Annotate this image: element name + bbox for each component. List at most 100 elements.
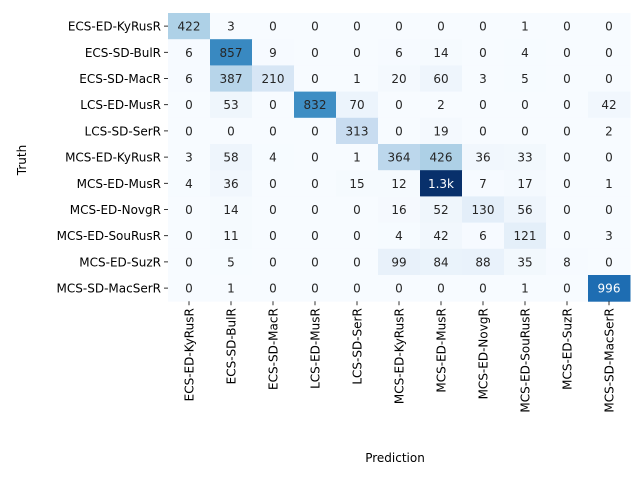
cell-value-label: 0 (605, 151, 613, 165)
heatmap-cell (462, 248, 505, 276)
heatmap-cell (378, 144, 421, 171)
heatmap-cell (546, 222, 589, 250)
cell-value-label: 6 (395, 46, 403, 60)
heatmap-cell (462, 196, 505, 224)
y-tick-label: ECS-SD-BulR (85, 46, 161, 60)
heatmap-cell (546, 91, 589, 119)
cell-value-label: 0 (353, 282, 361, 296)
cell-value-label: 0 (479, 282, 487, 296)
cell-value-label: 0 (185, 282, 193, 296)
heatmap-cell (336, 196, 379, 224)
x-tick-label: MCS-ED-MusR (435, 308, 449, 392)
heatmap-cell (420, 196, 463, 224)
cell-value-label: 0 (395, 282, 403, 296)
heatmap-cell (168, 117, 211, 145)
heatmap-cell (168, 39, 211, 66)
heatmap-cell (420, 275, 463, 302)
y-tick-label: ECS-ED-KyRusR (68, 20, 161, 34)
heatmap-cell (294, 248, 337, 276)
cell-value-label: 4 (269, 151, 277, 165)
cell-value-label: 0 (521, 124, 529, 138)
cell-value-label: 6 (479, 229, 487, 243)
cell-value-label: 3 (227, 20, 235, 34)
heatmap-cell (588, 117, 631, 145)
y-axis-label: Truth (15, 145, 29, 176)
x-tick-label: MCS-ED-SouRusR (519, 308, 533, 412)
heatmap-cell (462, 144, 505, 171)
heatmap-cell (378, 117, 421, 145)
cell-value-label: 0 (269, 124, 277, 138)
heatmap-cell (420, 13, 463, 40)
heatmap-cell (420, 248, 463, 276)
cell-value-label: 0 (185, 255, 193, 269)
cell-value-label: 0 (563, 72, 571, 86)
cell-value-label: 0 (563, 124, 571, 138)
cell-value-label: 99 (391, 255, 406, 269)
cell-value-label: 0 (185, 98, 193, 112)
cell-value-label: 36 (475, 151, 490, 165)
heatmap-cell (294, 196, 337, 224)
heatmap-cell (336, 39, 379, 66)
y-tick-label: LCS-SD-SerR (85, 124, 161, 138)
cell-value-label: 58 (223, 151, 238, 165)
heatmap-cell (462, 91, 505, 119)
cell-value-label: 5 (227, 255, 235, 269)
cell-value-label: 0 (353, 46, 361, 60)
x-tick-label: MCS-ED-KyRusR (393, 308, 407, 404)
heatmap-cell (378, 248, 421, 276)
cell-value-label: 0 (563, 46, 571, 60)
heatmap-cell (504, 144, 547, 171)
heatmap-cell (336, 65, 379, 93)
heatmap-cell (294, 275, 337, 302)
cell-value-label: 364 (388, 151, 411, 165)
heatmap-cell (546, 275, 589, 302)
cell-value-label: 9 (269, 46, 277, 60)
cell-value-label: 33 (517, 151, 532, 165)
cell-value-label: 1 (353, 72, 361, 86)
cell-value-label: 0 (269, 203, 277, 217)
heatmap-cell (504, 91, 547, 119)
heatmap-cell (504, 170, 547, 197)
heatmap-cell (546, 144, 589, 171)
cell-value-label: 14 (433, 46, 448, 60)
heatmap-cell (588, 39, 631, 66)
cell-value-label: 56 (517, 203, 532, 217)
x-tick-label: ECS-SD-MacR (267, 308, 281, 390)
heatmap-cells: 422 3 0 0 0 0 0 0 1 0 06 857 9 0 0 6 14 0 4 0 06 387 210 0 1 20 60… (168, 13, 631, 302)
heatmap-cell (252, 144, 295, 171)
cell-value-label: 4 (185, 177, 193, 191)
heatmap-cell (462, 39, 505, 66)
heatmap-cell (588, 144, 631, 171)
heatmap-cell (420, 117, 463, 145)
cell-value-label: 0 (605, 20, 613, 34)
heatmap-cell (420, 144, 463, 171)
heatmap-cell (336, 170, 379, 197)
heatmap-cell (210, 248, 253, 276)
cell-value-label: 0 (563, 282, 571, 296)
cell-value-label: 0 (269, 255, 277, 269)
cell-value-label: 12 (391, 177, 406, 191)
cell-value-label: 7 (479, 177, 487, 191)
cell-value-label: 0 (311, 20, 319, 34)
heatmap-cell (336, 275, 379, 302)
heatmap-cell (168, 144, 211, 171)
cell-value-label: 11 (223, 229, 238, 243)
heatmap-cell (210, 275, 253, 302)
heatmap-cell (588, 170, 631, 197)
heatmap-cell (294, 222, 337, 250)
cell-value-label: 0 (479, 20, 487, 34)
cell-value-label: 0 (437, 282, 445, 296)
cell-value-label: 0 (563, 20, 571, 34)
cell-value-label: 0 (353, 20, 361, 34)
cell-value-label: 0 (353, 229, 361, 243)
heatmap-cell (378, 170, 421, 197)
heatmap-cell (546, 170, 589, 197)
heatmap-cell (168, 65, 211, 93)
heatmap-cell (252, 222, 295, 250)
cell-value-label: 19 (433, 124, 448, 138)
y-tick-label: MCS-ED-KyRusR (65, 151, 161, 165)
cell-value-label: 857 (220, 46, 243, 60)
cell-value-label: 3 (185, 151, 193, 165)
x-tick-label: ECS-ED-KyRusR (183, 308, 197, 401)
